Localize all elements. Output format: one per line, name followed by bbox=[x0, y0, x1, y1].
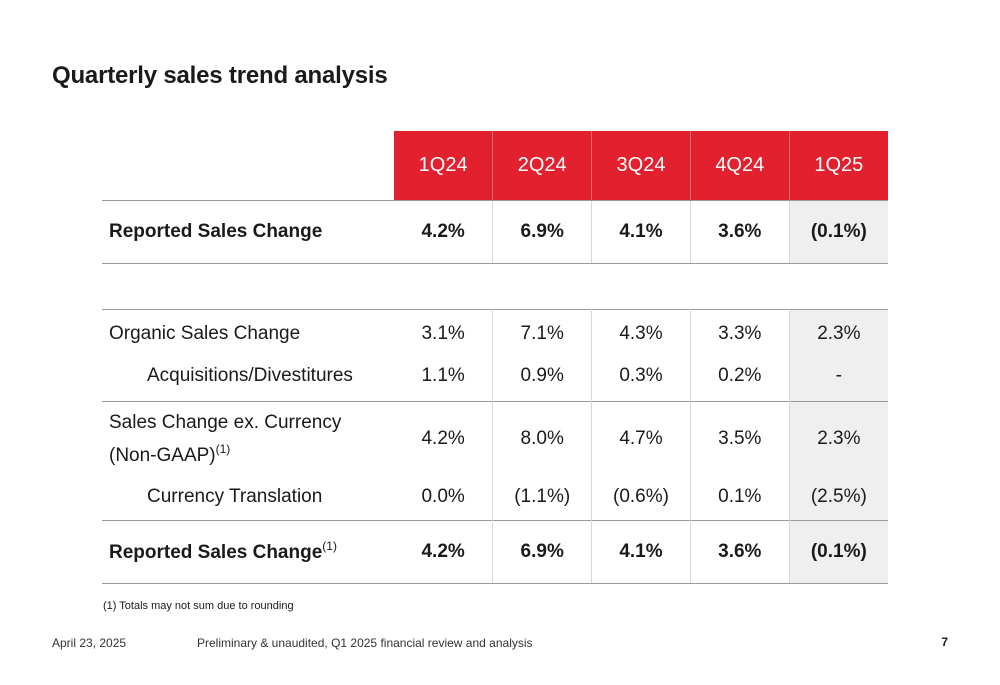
cell-value: 7.1% bbox=[492, 308, 593, 355]
cell-value: 4.2% bbox=[394, 519, 494, 584]
row-label: Reported Sales Change(1) bbox=[102, 519, 394, 584]
row-label-line1: Sales Change ex. Currency bbox=[109, 411, 342, 433]
cell-value: 8.0% bbox=[492, 400, 593, 475]
cell-value: 1.1% bbox=[394, 355, 494, 401]
cell-value: 0.9% bbox=[492, 355, 593, 401]
table-spacer-row bbox=[102, 263, 888, 309]
row-label: Currency Translation bbox=[147, 486, 323, 508]
row-label: Reported Sales Change bbox=[102, 199, 394, 264]
spacer-cell bbox=[789, 263, 888, 309]
spacer-cell bbox=[493, 263, 592, 309]
sales-trend-table: 1Q24 2Q24 3Q24 4Q24 1Q25 Reported Sales … bbox=[102, 131, 888, 584]
cell-value: (0.1%) bbox=[789, 199, 888, 264]
table-row-reported-sales-change-bottom: Reported Sales Change(1) 4.2% 6.9% 4.1% … bbox=[102, 519, 888, 584]
column-header-4q24: 4Q24 bbox=[690, 131, 790, 200]
header-blank-cell bbox=[102, 131, 394, 200]
row-label-text: Reported Sales Change bbox=[109, 542, 323, 563]
spacer-cell bbox=[690, 263, 789, 309]
cell-value: 6.9% bbox=[492, 519, 593, 584]
cell-value: - bbox=[789, 355, 888, 401]
spacer-cell bbox=[592, 263, 691, 309]
column-header-2q24: 2Q24 bbox=[492, 131, 593, 200]
cell-value: 0.3% bbox=[591, 355, 691, 401]
cell-value: 4.2% bbox=[394, 400, 494, 475]
page-title: Quarterly sales trend analysis bbox=[52, 62, 388, 89]
spacer-cell bbox=[102, 263, 394, 309]
cell-value: 0.1% bbox=[690, 475, 790, 520]
row-label: Acquisitions/Divestitures bbox=[147, 364, 353, 386]
cell-value: 4.3% bbox=[591, 308, 691, 355]
footnote-ref: (1) bbox=[215, 441, 231, 456]
row-label: Organic Sales Change bbox=[102, 308, 394, 355]
cell-value: 2.3% bbox=[789, 308, 888, 355]
table-row-currency-translation: Currency Translation 0.0% (1.1%) (0.6%) … bbox=[102, 475, 888, 520]
cell-value: 3.1% bbox=[394, 308, 494, 355]
page-number: 7 bbox=[941, 635, 948, 649]
cell-value: 4.1% bbox=[591, 519, 691, 584]
cell-value: 4.1% bbox=[591, 199, 691, 264]
cell-value: 3.3% bbox=[690, 308, 790, 355]
table-row-organic-sales-change: Organic Sales Change 3.1% 7.1% 4.3% 3.3%… bbox=[102, 308, 888, 355]
cell-value: 4.7% bbox=[591, 400, 691, 475]
cell-value: 2.3% bbox=[789, 400, 888, 475]
footnote: (1) Totals may not sum due to rounding bbox=[103, 600, 294, 612]
spacer-cell bbox=[394, 263, 493, 309]
table-row-reported-sales-change-top: Reported Sales Change 4.2% 6.9% 4.1% 3.6… bbox=[102, 199, 888, 264]
column-header-3q24: 3Q24 bbox=[591, 131, 691, 200]
table-header-row: 1Q24 2Q24 3Q24 4Q24 1Q25 bbox=[102, 131, 888, 200]
column-header-1q25: 1Q25 bbox=[789, 131, 888, 200]
row-label-line2: (Non-GAAP) bbox=[109, 444, 216, 466]
footnote-ref: (1) bbox=[322, 539, 337, 553]
cell-value: (2.5%) bbox=[789, 475, 888, 520]
cell-value: (0.1%) bbox=[789, 519, 888, 584]
row-label: Sales Change ex. Currency (Non-GAAP)(1) bbox=[102, 400, 394, 475]
table-row-acquisitions-divestitures: Acquisitions/Divestitures 1.1% 0.9% 0.3%… bbox=[102, 355, 888, 401]
cell-value: 3.6% bbox=[690, 199, 790, 264]
table-row-sales-change-ex-currency: Sales Change ex. Currency (Non-GAAP)(1) … bbox=[102, 400, 888, 475]
cell-value: 3.6% bbox=[690, 519, 790, 584]
footer-text: Preliminary & unaudited, Q1 2025 financi… bbox=[197, 636, 533, 650]
footer-date: April 23, 2025 bbox=[52, 636, 127, 650]
cell-value: (1.1%) bbox=[492, 475, 593, 520]
cell-value: 0.0% bbox=[394, 475, 494, 520]
cell-value: 6.9% bbox=[492, 199, 593, 264]
cell-value: (0.6%) bbox=[591, 475, 691, 520]
cell-value: 3.5% bbox=[690, 400, 790, 475]
cell-value: 4.2% bbox=[394, 199, 494, 264]
cell-value: 0.2% bbox=[690, 355, 790, 401]
column-header-1q24: 1Q24 bbox=[394, 131, 494, 200]
